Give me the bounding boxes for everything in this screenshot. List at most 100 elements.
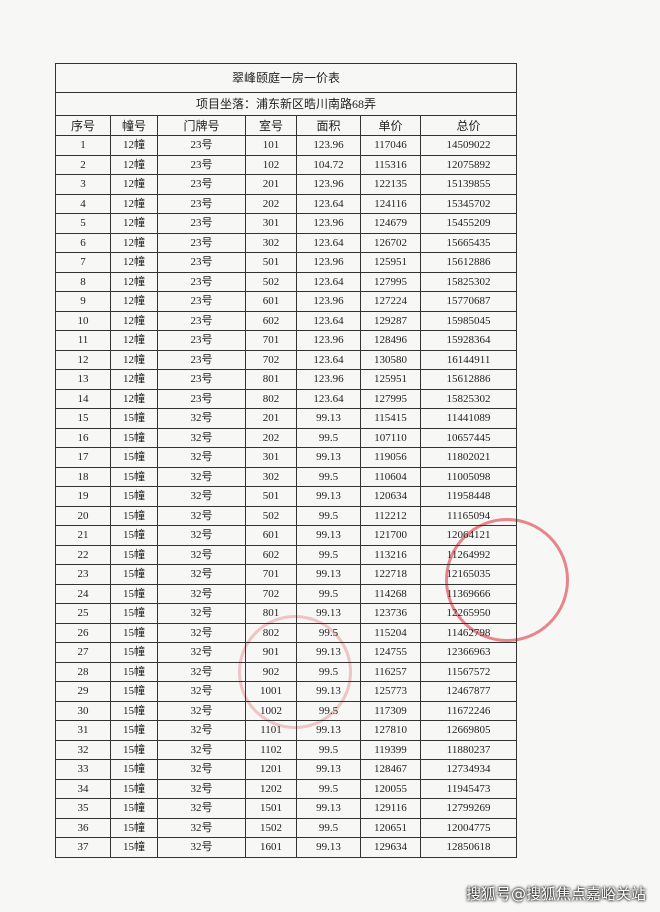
cell: 801 xyxy=(245,369,297,390)
cell: 124116 xyxy=(360,193,421,214)
cell: 701 xyxy=(245,564,297,585)
cell: 15幢 xyxy=(110,408,158,429)
cell: 115316 xyxy=(360,154,421,175)
header-cell: 室号 xyxy=(245,115,297,136)
table-row: 35 15幢 32号 1501 99.13 129116 12799269 xyxy=(55,798,518,819)
table-row: 13 12幢 23号 801 123.96 125951 15612886 xyxy=(55,369,518,390)
cell: 125951 xyxy=(360,369,421,390)
cell: 502 xyxy=(245,271,297,292)
cell: 25 xyxy=(55,603,111,624)
cell: 15幢 xyxy=(110,544,158,565)
cell: 1 xyxy=(55,135,111,156)
table-row: 4 12幢 23号 202 123.64 124116 15345702 xyxy=(55,193,518,214)
cell: 99.13 xyxy=(296,564,361,585)
cell: 501 xyxy=(245,486,297,507)
cell: 15825302 xyxy=(419,271,518,292)
cell: 18 xyxy=(55,466,111,487)
cell: 99.13 xyxy=(296,447,361,468)
cell: 11462798 xyxy=(419,622,518,643)
cell: 12幢 xyxy=(110,252,158,273)
cell: 32 xyxy=(55,739,111,760)
table-row: 27 15幢 32号 901 99.13 124755 12366963 xyxy=(55,642,518,663)
cell: 15825302 xyxy=(419,388,518,409)
cell: 116257 xyxy=(360,661,421,682)
location: 项目坐落：浦东新区晧川南路68弄 xyxy=(54,92,518,116)
cell: 12幢 xyxy=(110,213,158,234)
cell: 1101 xyxy=(245,720,297,741)
cell: 7 xyxy=(55,252,111,273)
cell: 11958448 xyxy=(419,486,518,507)
cell: 102 xyxy=(245,154,297,175)
header-cell: 面积 xyxy=(296,115,361,136)
cell: 2 xyxy=(55,154,111,175)
cell: 99.13 xyxy=(296,837,361,858)
cell: 32号 xyxy=(157,739,246,760)
cell: 37 xyxy=(55,837,111,858)
cell: 32号 xyxy=(157,622,246,643)
cell: 101 xyxy=(245,135,297,156)
cell: 302 xyxy=(245,232,297,253)
cell: 601 xyxy=(245,291,297,312)
cell: 129287 xyxy=(360,310,421,331)
cell: 12幢 xyxy=(110,291,158,312)
cell: 32号 xyxy=(157,408,246,429)
cell: 104.72 xyxy=(296,154,361,175)
cell: 4 xyxy=(55,193,111,214)
header-cell: 幢号 xyxy=(110,115,158,136)
cell: 123.64 xyxy=(296,232,361,253)
cell: 120634 xyxy=(360,486,421,507)
watermark: 搜狐号@搜狐焦点嘉峪关站 xyxy=(465,885,646,903)
cell: 123.64 xyxy=(296,310,361,331)
cell: 5 xyxy=(55,213,111,234)
cell: 12075892 xyxy=(419,154,518,175)
cell: 701 xyxy=(245,330,297,351)
cell: 99.13 xyxy=(296,720,361,741)
cell: 99.5 xyxy=(296,700,361,721)
cell: 501 xyxy=(245,252,297,273)
cell: 99.5 xyxy=(296,505,361,526)
cell: 123736 xyxy=(360,603,421,624)
cell: 15幢 xyxy=(110,583,158,604)
cell: 127995 xyxy=(360,388,421,409)
cell: 99.13 xyxy=(296,759,361,780)
cell: 12幢 xyxy=(110,174,158,195)
cell: 19 xyxy=(55,486,111,507)
cell: 123.64 xyxy=(296,388,361,409)
table-row: 12 12幢 23号 702 123.64 130580 16144911 xyxy=(55,349,518,370)
cell: 23号 xyxy=(157,291,246,312)
table-row: 29 15幢 32号 1001 99.13 125773 12467877 xyxy=(55,681,518,702)
table-row: 17 15幢 32号 301 99.13 119056 11802021 xyxy=(55,447,518,468)
table-row: 32 15幢 32号 1102 99.5 119399 11880237 xyxy=(55,739,518,760)
cell: 99.5 xyxy=(296,427,361,448)
cell: 12幢 xyxy=(110,232,158,253)
cell: 22 xyxy=(55,544,111,565)
table-row: 3 12幢 23号 201 123.96 122135 15139855 xyxy=(55,174,518,195)
cell: 24 xyxy=(55,583,111,604)
price-table: 翠峰颐庭一房一价表 项目坐落：浦东新区晧川南路68弄 序号 幢号 门牌号 室号 面积 单价… xyxy=(54,63,518,858)
cell: 11567572 xyxy=(419,661,518,682)
cell: 11880237 xyxy=(419,739,518,760)
cell: 23号 xyxy=(157,135,246,156)
cell: 29 xyxy=(55,681,111,702)
cell: 21 xyxy=(55,525,111,546)
cell: 30 xyxy=(55,700,111,721)
cell: 15139855 xyxy=(419,174,518,195)
cell: 32号 xyxy=(157,583,246,604)
cell: 107110 xyxy=(360,427,421,448)
cell: 127995 xyxy=(360,271,421,292)
table-title: 翠峰颐庭一房一价表 xyxy=(54,63,518,93)
cell: 32号 xyxy=(157,759,246,780)
cell: 99.5 xyxy=(296,466,361,487)
cell: 17 xyxy=(55,447,111,468)
cell: 15985045 xyxy=(419,310,518,331)
cell: 16144911 xyxy=(419,349,518,370)
cell: 23号 xyxy=(157,330,246,351)
cell: 11165094 xyxy=(419,505,518,526)
cell: 14509022 xyxy=(419,135,518,156)
cell: 99.5 xyxy=(296,778,361,799)
cell: 801 xyxy=(245,603,297,624)
cell: 3 xyxy=(55,174,111,195)
cell: 123.64 xyxy=(296,193,361,214)
cell: 130580 xyxy=(360,349,421,370)
cell: 123.96 xyxy=(296,135,361,156)
